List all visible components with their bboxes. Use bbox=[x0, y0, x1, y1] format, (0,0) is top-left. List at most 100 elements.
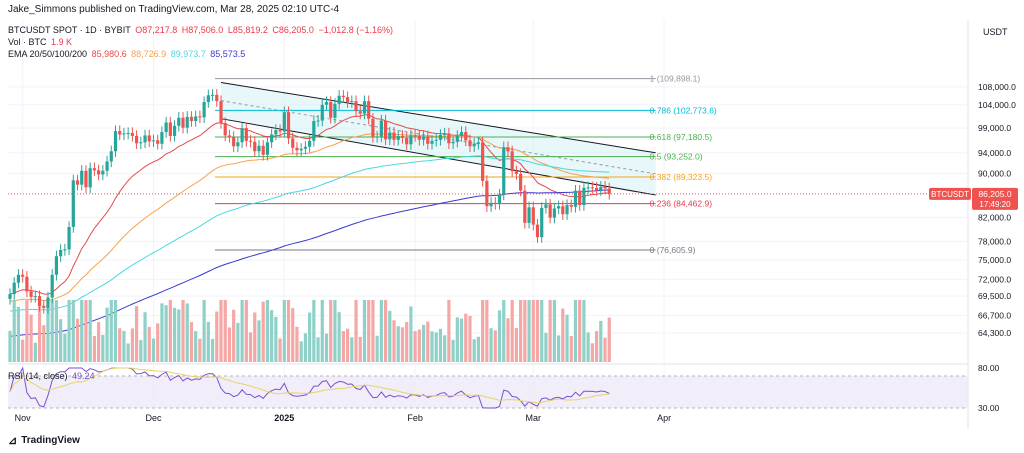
candle[interactable] bbox=[177, 112, 181, 132]
candle[interactable] bbox=[16, 269, 21, 289]
candle[interactable] bbox=[223, 117, 227, 142]
candle[interactable] bbox=[455, 130, 459, 148]
candle[interactable] bbox=[282, 106, 286, 138]
candle[interactable] bbox=[468, 134, 472, 153]
candle[interactable] bbox=[92, 162, 96, 177]
candle[interactable] bbox=[80, 165, 84, 191]
candle[interactable] bbox=[168, 116, 172, 142]
candle[interactable] bbox=[29, 285, 33, 303]
symbol-name[interactable]: BTCUSDT SPOT · 1D · BYBIT bbox=[8, 25, 131, 35]
candle[interactable] bbox=[578, 184, 582, 211]
candle[interactable] bbox=[156, 134, 160, 150]
candle[interactable] bbox=[240, 122, 244, 149]
candle[interactable] bbox=[523, 184, 527, 229]
candle[interactable] bbox=[143, 129, 147, 149]
candle[interactable] bbox=[206, 89, 210, 108]
candle[interactable] bbox=[118, 125, 122, 141]
candle[interactable] bbox=[42, 300, 46, 314]
candle[interactable] bbox=[443, 127, 447, 141]
candle[interactable] bbox=[565, 199, 569, 220]
candle[interactable] bbox=[535, 218, 540, 243]
candle[interactable] bbox=[544, 198, 548, 214]
candle[interactable] bbox=[308, 135, 312, 153]
candle[interactable] bbox=[299, 143, 303, 157]
candle[interactable] bbox=[400, 130, 405, 144]
candle[interactable] bbox=[362, 95, 367, 120]
candle[interactable] bbox=[97, 164, 101, 181]
candle[interactable] bbox=[101, 165, 105, 181]
candle[interactable] bbox=[346, 91, 350, 108]
candle[interactable] bbox=[202, 96, 206, 124]
candle[interactable] bbox=[502, 141, 506, 201]
tradingview-logo[interactable]: ⊿ TradingView bbox=[8, 434, 80, 447]
candle[interactable] bbox=[413, 129, 417, 142]
candle[interactable] bbox=[270, 128, 274, 149]
candle[interactable] bbox=[265, 136, 270, 161]
candle[interactable] bbox=[316, 114, 320, 127]
candle[interactable] bbox=[227, 129, 232, 143]
candle[interactable] bbox=[464, 126, 468, 147]
candle[interactable] bbox=[274, 124, 278, 141]
candle[interactable] bbox=[21, 269, 25, 283]
candle[interactable] bbox=[151, 134, 156, 148]
candle[interactable] bbox=[84, 165, 88, 194]
candle[interactable] bbox=[421, 130, 426, 146]
candle[interactable] bbox=[405, 132, 409, 151]
candle[interactable] bbox=[295, 142, 299, 157]
candle[interactable] bbox=[434, 134, 438, 147]
candle[interactable] bbox=[375, 130, 379, 143]
candle[interactable] bbox=[599, 181, 603, 196]
candle[interactable] bbox=[569, 199, 573, 213]
candle[interactable] bbox=[210, 89, 215, 102]
candle[interactable] bbox=[417, 130, 421, 146]
candle[interactable] bbox=[189, 111, 194, 127]
candle[interactable] bbox=[164, 116, 168, 138]
candle[interactable] bbox=[350, 95, 354, 108]
candle[interactable] bbox=[63, 243, 67, 256]
candle[interactable] bbox=[392, 126, 396, 146]
candle[interactable] bbox=[257, 140, 261, 158]
candle[interactable] bbox=[493, 197, 497, 210]
candle[interactable] bbox=[485, 175, 489, 212]
candle[interactable] bbox=[388, 126, 392, 146]
candle[interactable] bbox=[324, 96, 329, 111]
candle[interactable] bbox=[54, 250, 59, 281]
candle[interactable] bbox=[383, 114, 388, 146]
candle[interactable] bbox=[248, 135, 253, 148]
candle[interactable] bbox=[198, 110, 202, 124]
candle[interactable] bbox=[67, 221, 71, 256]
candle[interactable] bbox=[367, 95, 371, 125]
candle[interactable] bbox=[489, 197, 493, 212]
candle[interactable] bbox=[459, 126, 464, 142]
candle[interactable] bbox=[582, 182, 586, 211]
candle[interactable] bbox=[320, 99, 324, 127]
candle[interactable] bbox=[126, 127, 130, 140]
candle[interactable] bbox=[25, 271, 29, 298]
candle[interactable] bbox=[329, 96, 333, 124]
candle[interactable] bbox=[8, 288, 12, 305]
candle[interactable] bbox=[88, 162, 92, 194]
candle[interactable] bbox=[497, 188, 502, 210]
candle[interactable] bbox=[12, 277, 16, 300]
candle[interactable] bbox=[379, 114, 383, 143]
candle[interactable] bbox=[447, 127, 451, 150]
candle[interactable] bbox=[312, 115, 316, 147]
candle[interactable] bbox=[46, 291, 50, 314]
candle[interactable] bbox=[232, 131, 236, 153]
candle[interactable] bbox=[510, 145, 514, 178]
candle[interactable] bbox=[426, 130, 430, 150]
candle[interactable] bbox=[185, 111, 189, 134]
candle[interactable] bbox=[135, 130, 139, 150]
candle[interactable] bbox=[371, 113, 375, 143]
candle[interactable] bbox=[172, 120, 177, 142]
candle[interactable] bbox=[253, 136, 257, 158]
candle[interactable] bbox=[113, 125, 118, 158]
candle[interactable] bbox=[105, 155, 109, 177]
candle[interactable] bbox=[519, 168, 523, 197]
volume-label[interactable]: Vol · BTC bbox=[8, 37, 47, 47]
candle[interactable] bbox=[139, 136, 143, 150]
candle[interactable] bbox=[531, 201, 535, 231]
candle[interactable] bbox=[303, 141, 307, 155]
candle[interactable] bbox=[561, 200, 565, 220]
candle[interactable] bbox=[236, 136, 240, 153]
